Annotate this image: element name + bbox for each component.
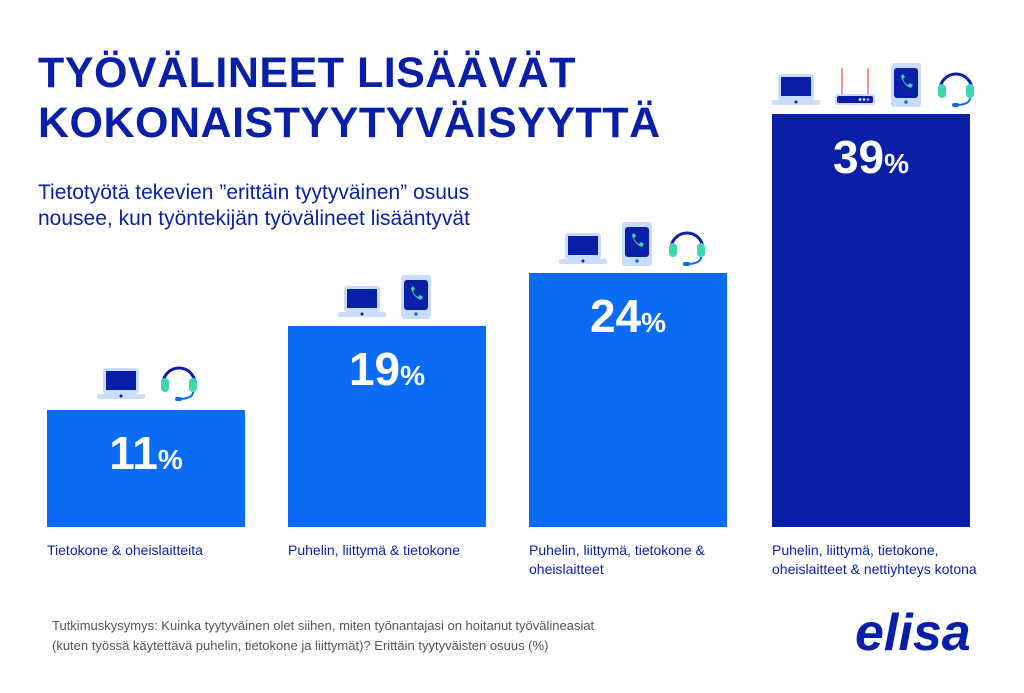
bar: 24% xyxy=(529,272,727,527)
category-label: Tietokone & oheislaitteita xyxy=(47,542,203,558)
data-label: 19% xyxy=(348,342,426,395)
icon-group xyxy=(559,221,707,272)
elisa-logo: elisa xyxy=(855,604,971,662)
bar: 11% xyxy=(47,410,245,527)
bar: 39% xyxy=(772,113,970,527)
data-label: 39% xyxy=(832,130,910,183)
title-line: KOKONAISTYYTYVÄISYYTTÄ xyxy=(38,99,661,147)
icon-group xyxy=(338,274,432,325)
title-line: TYÖVÄLINEET LISÄÄVÄT xyxy=(38,49,576,97)
category-label: Puhelin, liittymä & tietokone xyxy=(288,542,460,558)
headset-icon xyxy=(159,358,199,407)
footnote-line: Tutkimuskysymys: Kuinka tyytyväinen olet… xyxy=(52,618,595,633)
laptop-icon xyxy=(772,72,820,113)
icon-group xyxy=(772,62,976,113)
data-label: 11% xyxy=(109,427,183,480)
icon-group xyxy=(97,358,199,407)
laptop-icon xyxy=(338,284,386,325)
page-title: TYÖVÄLINEET LISÄÄVÄT KOKONAISTYYTYVÄISYY… xyxy=(38,48,661,148)
footnote-line: (kuten työssä käytettävä puhelin, tietok… xyxy=(52,638,549,653)
subtitle: Tietotyötä tekevien ”erittäin tyytyväine… xyxy=(38,181,470,230)
laptop-icon xyxy=(559,231,607,272)
phone-icon xyxy=(890,62,922,113)
category-label: Puhelin, liittymä, tietokone & oheislait… xyxy=(529,542,705,577)
headset-icon xyxy=(667,223,707,272)
router-icon xyxy=(834,66,876,113)
phone-icon xyxy=(400,274,432,325)
footnote: Tutkimuskysymys: Kuinka tyytyväinen olet… xyxy=(52,616,594,656)
phone-icon xyxy=(621,221,653,272)
headset-icon xyxy=(936,64,976,113)
data-label: 24% xyxy=(589,289,667,342)
laptop-icon xyxy=(97,366,145,407)
bar: 19% xyxy=(288,325,486,527)
category-label: Puhelin, liittymä, tietokone, oheislaitt… xyxy=(772,542,977,577)
